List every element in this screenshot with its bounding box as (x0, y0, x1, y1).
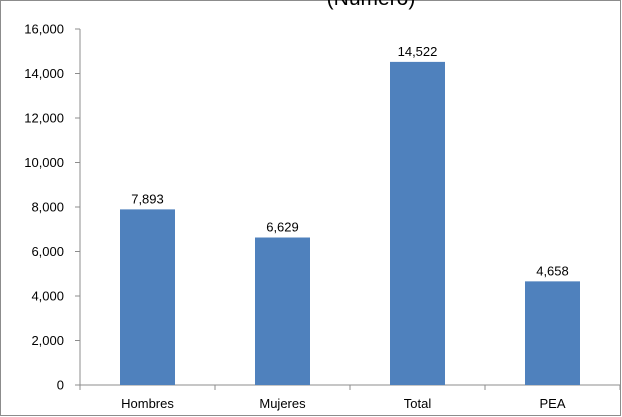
x-category-label: Total (404, 396, 432, 411)
bar-pea (525, 281, 580, 385)
bar-mujeres (255, 237, 310, 385)
data-label: 6,629 (266, 220, 299, 235)
bar-hombres (120, 209, 175, 385)
y-tick-label: 16,000 (24, 22, 64, 37)
x-category-label: Mujeres (259, 396, 306, 411)
bar-total (390, 61, 445, 385)
data-label: 7,893 (131, 191, 164, 206)
y-tick-label: 2,000 (31, 333, 64, 348)
data-label: 14,522 (398, 44, 438, 59)
data-label: 4,658 (536, 263, 569, 278)
y-tick-label: 0 (57, 378, 64, 393)
y-tick-label: 12,000 (24, 111, 64, 126)
chart-title: (Número) (1, 0, 622, 11)
y-tick-label: 14,000 (24, 66, 64, 81)
x-category-label: PEA (539, 396, 565, 411)
y-tick-label: 4,000 (31, 289, 64, 304)
x-category-label: Hombres (121, 396, 174, 411)
y-tick-label: 6,000 (31, 244, 64, 259)
y-tick-label: 10,000 (24, 155, 64, 170)
y-tick-label: 8,000 (31, 200, 64, 215)
